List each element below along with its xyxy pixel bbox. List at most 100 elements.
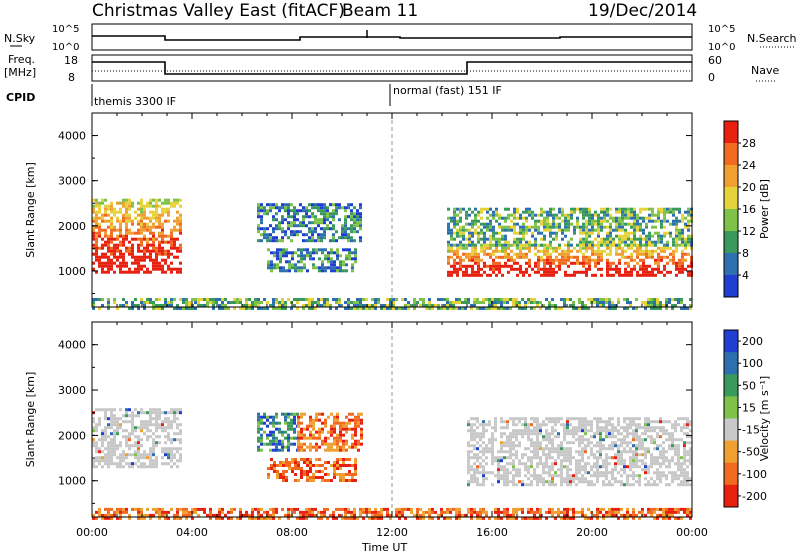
heatmap-cell (116, 255, 119, 259)
heatmap-cell (158, 198, 161, 202)
heatmap-cell (137, 304, 140, 307)
heatmap-cell (428, 301, 431, 304)
heatmap-cell (368, 516, 371, 520)
heatmap-cell (152, 411, 155, 415)
heatmap-cell (284, 203, 287, 207)
cpid-program-2: normal (fast) 151 IF (393, 84, 502, 97)
heatmap-cell (104, 447, 107, 451)
heatmap-cell (137, 237, 140, 241)
heatmap-cell (644, 417, 647, 421)
heatmap-cell (467, 471, 470, 475)
heatmap-cell (104, 507, 107, 511)
heatmap-cell (275, 218, 278, 222)
heatmap-cell (446, 307, 449, 310)
heatmap-cell (155, 304, 158, 307)
heatmap-cell (351, 473, 354, 476)
heatmap-cell (471, 258, 474, 262)
heatmap-cell (596, 474, 599, 478)
heatmap-cell (227, 516, 230, 520)
heatmap-cell (158, 426, 161, 430)
heatmap-cell (273, 266, 276, 270)
heatmap-cell (665, 438, 668, 442)
heatmap-cell (606, 273, 609, 277)
heatmap-cell (512, 444, 515, 448)
heatmap-cell (549, 246, 552, 250)
heatmap-cell (297, 269, 300, 273)
heatmap-cell (167, 510, 170, 514)
heatmap-cell (657, 255, 660, 259)
heatmap-cell (125, 201, 128, 205)
heatmap-cell (321, 248, 324, 252)
heatmap-cell (476, 420, 479, 424)
heatmap-cell (548, 468, 551, 472)
heatmap-cell (639, 225, 642, 229)
heatmap-cell (632, 465, 635, 469)
heatmap-cell (309, 458, 312, 461)
heatmap-cell (357, 418, 360, 422)
heatmap-cell (284, 304, 287, 307)
heatmap-cell (462, 243, 465, 247)
heatmap-cell (476, 483, 479, 487)
heatmap-cell (278, 227, 281, 231)
heatmap-cell (537, 249, 540, 253)
heatmap-cell (279, 473, 282, 476)
heatmap-cell (629, 459, 632, 463)
heatmap-cell (668, 483, 671, 487)
heatmap-cell (107, 444, 110, 448)
heatmap-cell (336, 418, 339, 422)
heatmap-cell (345, 479, 348, 482)
heatmap-cell (630, 207, 633, 211)
heatmap-cell (626, 432, 629, 436)
heatmap-cell (674, 429, 677, 433)
heatmap-cell (122, 420, 125, 424)
heatmap-cell (494, 426, 497, 430)
heatmap-cell (303, 412, 306, 416)
heatmap-cell (297, 467, 300, 470)
colorbar-segment (724, 165, 738, 188)
heatmap-cell (536, 441, 539, 445)
heatmap-cell (669, 270, 672, 274)
heatmap-cell (618, 222, 621, 226)
heatmap-cell (354, 424, 357, 428)
heatmap-cell (521, 432, 524, 436)
heatmap-cell (515, 438, 518, 442)
heatmap-cell (542, 423, 545, 427)
heatmap-cell (663, 210, 666, 214)
heatmap-cell (602, 480, 605, 484)
heatmap-cell (545, 298, 548, 301)
heatmap-cell (116, 426, 119, 430)
heatmap-cell (354, 257, 357, 261)
freq-trace (92, 61, 692, 75)
heatmap-cell (476, 426, 479, 430)
heatmap-cell (497, 462, 500, 466)
heatmap-cell (545, 465, 548, 469)
heatmap-cell (377, 510, 380, 514)
heatmap-cell (569, 450, 572, 454)
heatmap-cell (545, 510, 548, 514)
heatmap-cell (620, 462, 623, 466)
heatmap-cell (563, 456, 566, 460)
heatmap-cell (407, 307, 410, 310)
heatmap-cell (660, 210, 663, 214)
heatmap-cell (627, 231, 630, 235)
heatmap-cell (474, 231, 477, 235)
heatmap-cell (353, 218, 356, 222)
heatmap-cell (539, 474, 542, 478)
heatmap-cell (348, 257, 351, 261)
heatmap-cell (290, 233, 293, 237)
heatmap-cell (143, 453, 146, 457)
heatmap-cell (587, 462, 590, 466)
heatmap-cell (621, 246, 624, 250)
heatmap-cell (566, 480, 569, 484)
heatmap-cell (602, 444, 605, 448)
heatmap-cell (137, 307, 140, 310)
heatmap-cell (503, 426, 506, 430)
heatmap-cell (95, 243, 98, 247)
heatmap-cell (137, 255, 140, 259)
heatmap-cell (294, 461, 297, 464)
heatmap-cell (188, 301, 191, 304)
heatmap-cell (548, 450, 551, 454)
heatmap-cell (450, 246, 453, 250)
heatmap-cell (269, 236, 272, 240)
